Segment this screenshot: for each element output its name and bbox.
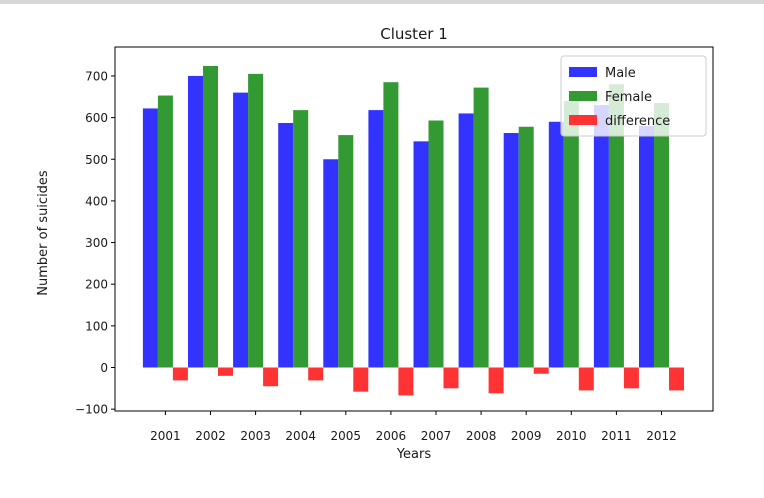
bar-female-2009 xyxy=(518,126,534,368)
bar-female-2007 xyxy=(428,120,444,368)
y-tick-label: −100 xyxy=(75,403,108,417)
bars-layer xyxy=(142,65,684,396)
legend-label-male: Male xyxy=(605,66,636,81)
legend-swatch-difference xyxy=(569,115,597,125)
x-tick-label: 2010 xyxy=(556,429,587,443)
bar-male-2010 xyxy=(548,121,564,368)
bar-male-2003 xyxy=(233,92,249,368)
y-tick-label: 100 xyxy=(85,319,108,333)
bar-male-2001 xyxy=(142,108,158,368)
y-tick-label: 300 xyxy=(85,236,108,250)
y-axis: −100 0 100 200 300 400 500 600 700 xyxy=(75,69,115,417)
y-tick-label: 600 xyxy=(85,111,108,125)
bar-female-2004 xyxy=(293,110,309,368)
x-tick-label: 2008 xyxy=(466,429,497,443)
x-tick-label: 2001 xyxy=(150,429,181,443)
bar-difference-2007 xyxy=(443,367,459,389)
x-tick-label: 2002 xyxy=(195,429,226,443)
bar-female-2003 xyxy=(248,73,264,368)
bar-female-2011 xyxy=(608,84,624,368)
bar-difference-2008 xyxy=(488,367,504,394)
bar-male-2006 xyxy=(368,110,384,368)
bar-female-2002 xyxy=(203,65,218,368)
bar-difference-2012 xyxy=(669,367,684,391)
x-tick-label: 2005 xyxy=(331,429,362,443)
bar-difference-2004 xyxy=(308,367,324,381)
bar-male-2011 xyxy=(593,105,609,368)
bar-difference-2002 xyxy=(218,367,233,376)
x-tick-label: 2006 xyxy=(376,429,407,443)
bar-female-2012 xyxy=(654,103,669,368)
plot-frame xyxy=(114,46,714,412)
bar-male-2012 xyxy=(639,125,654,368)
legend-box xyxy=(560,55,707,137)
bar-difference-2003 xyxy=(263,367,279,387)
x-axis: 2001 2002 2003 2004 2005 2006 2007 2008 2009 2010… xyxy=(150,411,677,443)
bar-female-2005 xyxy=(338,135,354,368)
x-tick-label: 2012 xyxy=(646,429,677,443)
bar-male-2007 xyxy=(413,141,429,368)
chart-title: Cluster 1 xyxy=(380,25,448,43)
bar-difference-2005 xyxy=(353,367,369,392)
bar-male-2005 xyxy=(323,159,339,368)
bar-difference-2009 xyxy=(533,367,549,374)
y-axis-label: Number of suicides xyxy=(36,170,51,296)
y-tick-label: 700 xyxy=(85,69,108,83)
bar-male-2002 xyxy=(188,75,203,368)
bar-female-2006 xyxy=(383,82,399,368)
bar-female-2010 xyxy=(563,100,579,368)
legend: Male Female difference xyxy=(560,55,707,137)
bar-difference-2001 xyxy=(172,367,188,381)
x-tick-label: 2007 xyxy=(421,429,452,443)
bar-male-2008 xyxy=(458,113,474,368)
x-axis-label: Years xyxy=(396,447,432,462)
y-tick-label: 200 xyxy=(85,278,108,292)
legend-swatch-female xyxy=(569,91,597,101)
legend-label-female: Female xyxy=(605,90,652,105)
y-tick-label: 0 xyxy=(100,361,108,375)
bar-difference-2011 xyxy=(623,367,639,389)
x-tick-label: 2009 xyxy=(511,429,542,443)
bar-male-2009 xyxy=(503,133,519,368)
bar-difference-2006 xyxy=(398,367,414,396)
legend-label-difference: difference xyxy=(605,114,670,129)
x-tick-label: 2003 xyxy=(240,429,271,443)
bar-female-2008 xyxy=(473,87,489,368)
bar-male-2004 xyxy=(278,123,294,368)
y-tick-label: 500 xyxy=(85,153,108,167)
top-border xyxy=(0,0,764,4)
y-tick-label: 400 xyxy=(85,194,108,208)
x-tick-label: 2004 xyxy=(285,429,316,443)
bar-female-2001 xyxy=(157,95,173,368)
x-tick-label: 2011 xyxy=(601,429,632,443)
bar-difference-2010 xyxy=(578,367,594,391)
legend-swatch-male xyxy=(569,67,597,77)
